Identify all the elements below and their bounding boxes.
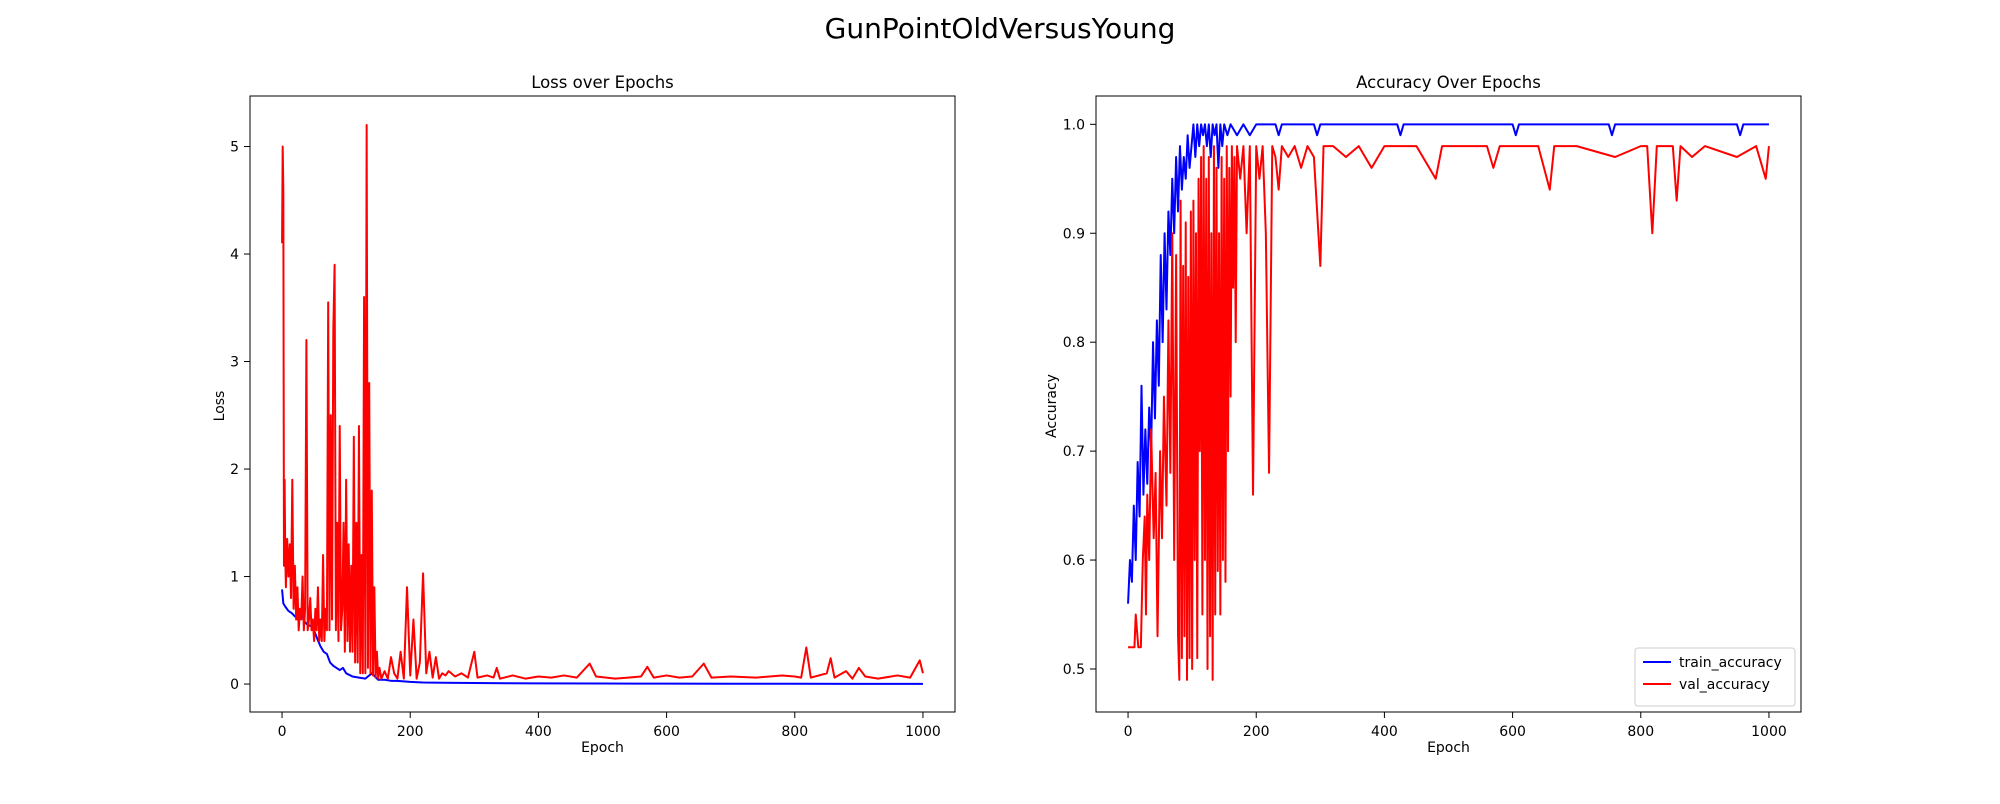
accuracy-x-tick-label: 400 xyxy=(1371,724,1398,740)
legend-train-accuracy-label: train_accuracy xyxy=(1679,655,1782,671)
loss-chart-ylabel: Loss xyxy=(212,391,228,422)
accuracy-y-tick-label: 0.5 xyxy=(1063,662,1085,678)
accuracy-chart-title: Accuracy Over Epochs xyxy=(1356,73,1541,92)
figure-title: GunPointOldVersusYoung xyxy=(825,12,1176,45)
loss-chart-title: Loss over Epochs xyxy=(531,73,674,92)
accuracy-y-tick-label: 0.7 xyxy=(1063,444,1085,460)
loss-x-tick-label: 600 xyxy=(653,724,680,740)
accuracy-x-tick-label: 1000 xyxy=(1751,724,1787,740)
accuracy-legend: train_accuracy val_accuracy xyxy=(1634,647,1796,707)
loss-chart: Loss over Epochs Epoch Loss 0 200 400 600 80… xyxy=(212,73,956,756)
loss-y-tick-label: 3 xyxy=(230,355,239,371)
accuracy-plot-frame xyxy=(1095,95,1802,713)
legend-val-accuracy-label: val_accuracy xyxy=(1679,677,1770,693)
loss-y-tick-label: 1 xyxy=(230,570,239,586)
loss-y-tick-label: 0 xyxy=(230,677,239,693)
accuracy-x-tick-label: 0 xyxy=(1124,724,1133,740)
accuracy-val-accuracy-line xyxy=(1128,145,1770,681)
loss-x-tick-label: 400 xyxy=(525,724,552,740)
accuracy-legend-box xyxy=(1634,647,1796,707)
accuracy-y-tick-label: 0.9 xyxy=(1063,226,1085,242)
accuracy-x-tick-label: 800 xyxy=(1627,724,1654,740)
loss-x-tick-label: 1000 xyxy=(905,724,941,740)
loss-x-tick-label: 800 xyxy=(781,724,808,740)
accuracy-train-accuracy-line xyxy=(1127,123,1769,604)
loss-y-tick-label: 5 xyxy=(230,140,239,156)
loss-x-tick-label: 200 xyxy=(397,724,424,740)
accuracy-x-tick-label: 200 xyxy=(1243,724,1270,740)
accuracy-y-tick-label: 0.8 xyxy=(1063,335,1085,351)
loss-chart-xlabel: Epoch xyxy=(581,740,624,756)
accuracy-chart-xlabel: Epoch xyxy=(1427,740,1470,756)
loss-y-tick-label: 4 xyxy=(230,247,239,263)
accuracy-y-tick-label: 1.0 xyxy=(1063,117,1085,133)
loss-plot-frame xyxy=(249,95,956,713)
loss-x-tick-label: 0 xyxy=(278,724,287,740)
loss-val-series-line xyxy=(281,124,924,680)
accuracy-chart: Accuracy Over Epochs Epoch Accuracy 0 200… xyxy=(1044,73,1802,756)
accuracy-x-tick-label: 600 xyxy=(1499,724,1526,740)
loss-y-tick-label: 2 xyxy=(230,462,239,478)
accuracy-chart-ylabel: Accuracy xyxy=(1044,374,1060,438)
accuracy-y-tick-label: 0.6 xyxy=(1063,553,1085,569)
